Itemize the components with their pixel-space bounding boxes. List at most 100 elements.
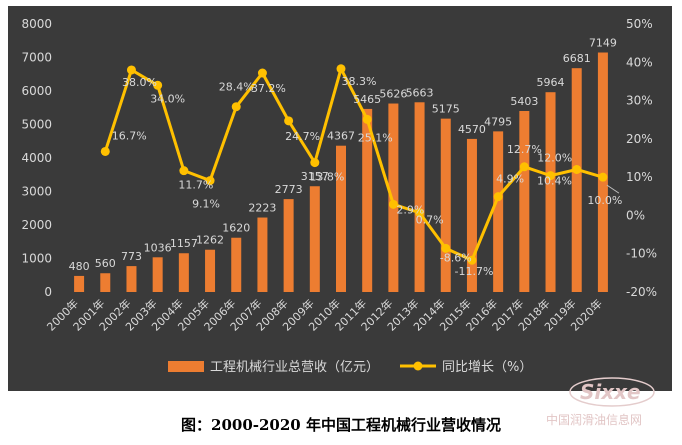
growth-label-leader <box>606 184 620 194</box>
legend: 工程机械行业总营收（亿元） 同比增长（%） <box>168 360 532 375</box>
right-tick-label: 10% <box>626 170 653 184</box>
growth-point <box>310 158 320 168</box>
growth-label: 38.0% <box>122 76 157 89</box>
left-tick-label: 6000 <box>21 84 52 98</box>
growth-point <box>546 171 556 181</box>
growth-label: 28.4% <box>219 81 254 94</box>
revenue-bar <box>74 275 85 292</box>
legend-line-marker <box>413 361 423 371</box>
growth-point <box>493 192 503 202</box>
revenue-bar <box>126 266 137 292</box>
revenue-bar <box>309 186 320 292</box>
revenue-bar <box>597 52 608 292</box>
right-tick-label: -10% <box>626 247 657 261</box>
chart-panel: 0 1000 2000 3000 4000 5000 6000 7000 8000 -20% -1… <box>8 6 672 391</box>
legend-bar-label: 工程机械行业总营收（亿元） <box>210 360 379 375</box>
revenue-bar-label: 3157 <box>301 170 329 183</box>
revenue-bar <box>388 103 399 293</box>
growth-point <box>257 68 267 78</box>
revenue-bar <box>545 92 556 293</box>
revenue-bar <box>362 108 373 292</box>
growth-point <box>362 114 372 124</box>
revenue-bar-label: 1036 <box>144 241 172 254</box>
growth-point <box>179 166 189 176</box>
revenue-growth-chart: 0 1000 2000 3000 4000 5000 6000 7000 8000 -20% -1… <box>21 17 657 375</box>
growth-point <box>598 172 608 182</box>
revenue-bar-label: 560 <box>95 257 116 270</box>
revenue-bar-label: 480 <box>69 260 90 273</box>
chart-caption: 图：2000-2020 年中国工程机械行业营收情况 <box>181 416 501 434</box>
growth-point <box>336 64 346 74</box>
growth-label: 4.9% <box>496 173 524 186</box>
growth-label: 2.9% <box>396 203 424 216</box>
growth-line <box>103 67 604 262</box>
revenue-bar-label: 6681 <box>563 52 591 65</box>
revenue-bar <box>178 253 189 292</box>
revenue-bar-label: 4367 <box>327 130 355 143</box>
revenue-bar <box>571 68 582 293</box>
growth-label: 10.4% <box>537 175 572 188</box>
left-tick-label: 0 <box>44 285 52 299</box>
revenue-bar-label: 1620 <box>222 222 250 235</box>
left-tick-label: 5000 <box>21 118 52 132</box>
growth-point <box>284 116 294 126</box>
revenue-bar-label: 7149 <box>589 37 617 50</box>
legend-line-label: 同比增长（%） <box>442 360 532 375</box>
revenue-bar-label: 5465 <box>353 93 381 106</box>
growth-label: 12.0% <box>537 151 572 164</box>
left-tick-label: 3000 <box>21 185 52 199</box>
right-tick-label: 20% <box>626 132 653 146</box>
left-tick-label: 2000 <box>21 218 52 232</box>
growth-point <box>415 208 425 218</box>
right-axis: -20% -10% 0% 10% 20% 30% 40% 50% <box>626 17 657 299</box>
growth-label: 25.1% <box>358 131 393 144</box>
right-tick-label: 30% <box>626 94 653 108</box>
revenue-bar-label: 1262 <box>196 234 224 247</box>
revenue-bar-label: 5403 <box>510 95 538 108</box>
left-axis: 0 1000 2000 3000 4000 5000 6000 7000 8000 <box>21 17 52 299</box>
revenue-bar-label: 1157 <box>170 237 198 250</box>
growth-point <box>205 176 215 186</box>
growth-point <box>231 102 241 112</box>
line-layer <box>100 64 608 265</box>
left-tick-label: 1000 <box>21 252 52 266</box>
growth-label: 13.8% <box>309 171 344 184</box>
growth-point <box>100 146 110 156</box>
revenue-bar-label: 773 <box>121 250 142 263</box>
growth-label: 12.7% <box>507 143 542 156</box>
growth-label: 11.7% <box>178 179 213 192</box>
revenue-bar <box>152 257 163 292</box>
growth-label: 16.7% <box>112 129 147 142</box>
growth-value-labels: 16.7% 38.0% 34.0% 11.7% 9.1% 28.4%37.2% 24.7% 1… <box>112 75 623 278</box>
growth-label: 0.7% <box>416 214 444 227</box>
x-axis: 2000年2001年2002年2003年2004年2005年2006年2007年… <box>44 296 605 333</box>
right-tick-label: 50% <box>626 17 653 31</box>
growth-label: 38.3% <box>342 75 377 88</box>
revenue-bar-label: 2773 <box>275 183 303 196</box>
revenue-bar <box>205 249 216 292</box>
revenue-bar <box>257 217 268 292</box>
revenue-bar-label: 5626 <box>379 88 407 101</box>
growth-point <box>441 243 451 253</box>
revenue-bar <box>466 138 477 292</box>
growth-point <box>519 162 529 172</box>
growth-point <box>126 65 136 75</box>
right-tick-label: 0% <box>626 208 645 222</box>
revenue-bar <box>336 145 346 292</box>
growth-label: 34.0% <box>150 92 185 105</box>
growth-label: 37.2% <box>251 82 286 95</box>
growth-point <box>388 199 398 209</box>
revenue-bar <box>519 110 530 292</box>
revenue-bar-label: 4570 <box>458 123 486 136</box>
revenue-bar-label: 2223 <box>248 202 276 215</box>
revenue-bar <box>440 118 451 292</box>
right-tick-label: 40% <box>626 55 653 69</box>
growth-point <box>467 255 477 265</box>
revenue-bar-label: 5964 <box>537 76 565 89</box>
revenue-bar-label: 5175 <box>432 103 460 116</box>
legend-bar-swatch <box>168 361 204 372</box>
revenue-bar <box>231 237 242 292</box>
bars-layer <box>74 52 608 293</box>
left-tick-label: 8000 <box>21 17 52 31</box>
